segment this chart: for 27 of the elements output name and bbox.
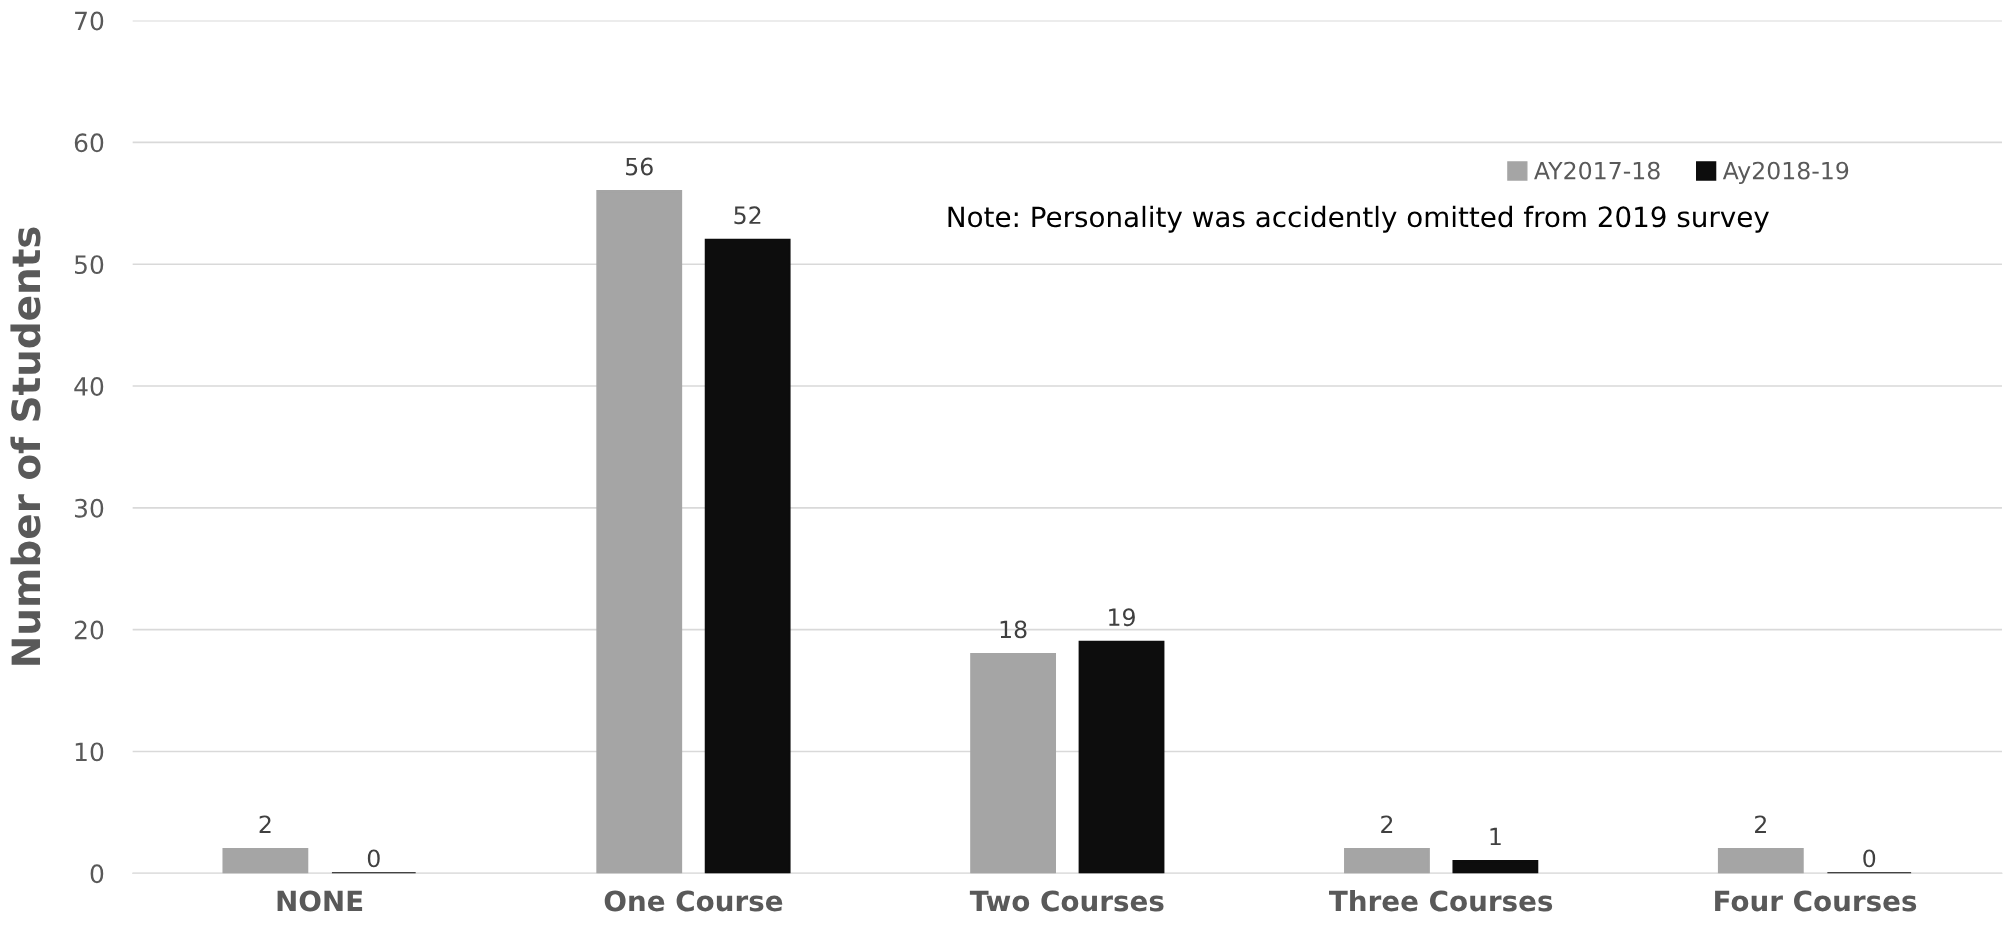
data-label: 19 <box>1109 608 1135 627</box>
annotation: Note: Personality was accidently omitted from 2019 survey <box>948 205 1769 233</box>
data-label: 0 <box>1863 849 1876 868</box>
y-tick-label: 60 <box>74 133 104 153</box>
x-tick-label: One Course <box>604 890 783 912</box>
data-label: 0 <box>367 849 380 868</box>
data-label: 2 <box>1381 815 1393 833</box>
y-tick-label: 40 <box>74 376 104 396</box>
data-label: 52 <box>734 206 761 225</box>
x-tick-label: Two Courses <box>969 890 1164 912</box>
y-tick-label: 70 <box>75 11 104 31</box>
legend-label: Ay2018-19 <box>1722 161 1849 185</box>
x-tick-label: NONE <box>277 890 363 912</box>
data-label: 56 <box>626 157 653 176</box>
y-tick-label: 20 <box>74 620 104 640</box>
y-axis-title: Number of Students <box>10 227 41 665</box>
data-label: 1 <box>1490 827 1501 846</box>
data-label: 2 <box>259 815 271 833</box>
legend-label: AY2017-18 <box>1534 161 1660 180</box>
data-label: 18 <box>1000 620 1027 639</box>
x-tick-label: Three Courses <box>1328 889 1553 912</box>
y-tick-label: 0 <box>90 864 104 884</box>
y-tick-label: 10 <box>75 742 104 762</box>
y-tick-label: 30 <box>74 498 104 518</box>
y-tick-label: 50 <box>75 255 104 275</box>
x-tick-label: Four Courses <box>1715 890 1917 912</box>
data-label: 2 <box>1755 815 1766 833</box>
